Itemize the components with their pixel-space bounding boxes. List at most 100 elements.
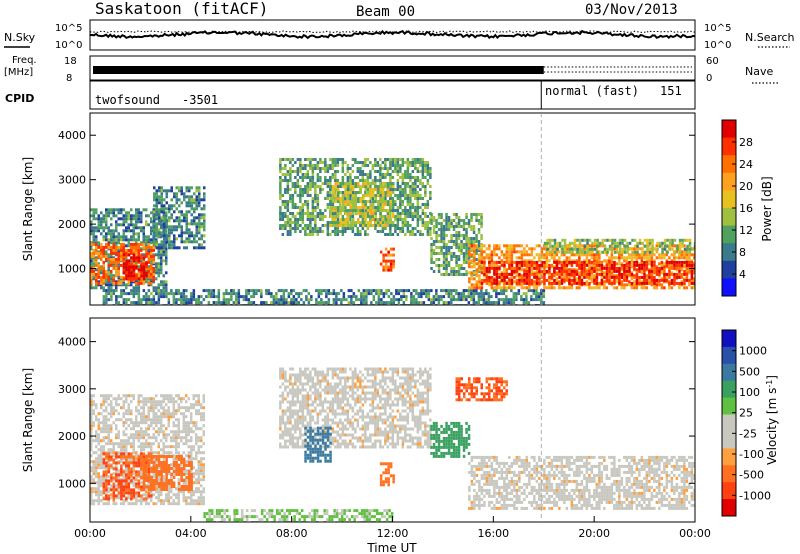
power-cell <box>90 286 93 290</box>
power-cell <box>595 260 599 264</box>
power-cell <box>661 247 664 251</box>
power-cell <box>130 229 133 233</box>
power-cell <box>424 203 427 206</box>
power-cell <box>351 230 355 233</box>
power-cell <box>180 186 183 190</box>
power-cell <box>352 292 356 296</box>
power-cell <box>404 188 407 191</box>
power-cell <box>173 195 176 199</box>
power-cell <box>618 247 622 251</box>
power-cell <box>135 241 138 245</box>
power-cell <box>628 269 631 273</box>
power-cell <box>570 269 574 273</box>
power-cell <box>537 298 541 302</box>
power-cell <box>287 292 291 296</box>
power-cell <box>147 251 150 255</box>
power-cell <box>140 271 143 275</box>
power-cell <box>153 222 156 226</box>
power-cell <box>334 218 337 222</box>
power-cell <box>470 295 473 299</box>
power-cell <box>401 161 405 164</box>
power-cell <box>518 250 521 254</box>
power-cell <box>435 219 438 222</box>
power-cell <box>279 218 282 221</box>
power-cell <box>153 195 156 199</box>
power-cell <box>294 176 297 179</box>
power-cell <box>90 265 93 269</box>
power-cell <box>520 274 524 278</box>
power-cell <box>455 292 458 296</box>
power-cell <box>462 252 466 255</box>
power-cell <box>369 185 372 188</box>
power-cell <box>357 221 360 225</box>
power-cell <box>379 170 382 173</box>
power-cell <box>197 295 201 299</box>
power-cell <box>452 289 456 293</box>
power-cell <box>374 224 377 227</box>
power-cell <box>389 206 392 210</box>
power-cell <box>402 301 406 305</box>
power-cell <box>517 292 521 296</box>
power-cell <box>503 271 506 275</box>
power-cell <box>623 286 626 290</box>
power-cell <box>175 207 178 211</box>
power-cell <box>351 158 355 161</box>
power-cell <box>306 212 310 215</box>
power-cell <box>568 272 571 276</box>
power-cell <box>309 227 312 230</box>
power-cell <box>270 301 273 305</box>
power-cell <box>319 161 322 164</box>
power-cell <box>421 170 425 173</box>
power-colorbar-swatch <box>722 225 736 244</box>
power-cell <box>107 211 110 215</box>
power-cell <box>142 208 145 212</box>
power-cell <box>467 301 471 305</box>
power-cell <box>650 283 654 287</box>
power-cell <box>457 225 461 228</box>
power-cell <box>282 292 286 296</box>
power-cell <box>457 234 461 237</box>
power-cell <box>638 269 641 273</box>
power-cell <box>384 209 387 213</box>
power-cell <box>442 225 446 228</box>
power-cell <box>122 268 126 272</box>
power-cell <box>598 260 601 264</box>
power-cell <box>367 185 370 189</box>
power-cell <box>665 277 669 281</box>
power-cell <box>321 218 325 221</box>
power-cell <box>130 245 133 249</box>
power-cell <box>389 188 392 191</box>
power-cell <box>132 238 135 242</box>
power-cell <box>643 260 646 264</box>
power-cell <box>275 295 278 299</box>
power-cell <box>394 170 397 173</box>
power-cell <box>447 249 451 252</box>
power-cell <box>117 235 120 239</box>
power-cell <box>432 295 436 299</box>
power-cell <box>97 272 100 276</box>
power-cell <box>391 233 395 236</box>
power-cell <box>207 301 211 305</box>
power-cell <box>387 253 390 257</box>
power-cell <box>193 207 196 211</box>
power-cell <box>112 275 115 279</box>
power-cell <box>107 253 110 257</box>
power-cell <box>389 164 392 167</box>
power-cell <box>416 218 420 221</box>
power-cell <box>135 286 138 290</box>
power-cell <box>284 188 287 191</box>
power-cell <box>681 244 684 248</box>
power-cell <box>470 213 473 216</box>
power-cell <box>352 209 355 213</box>
power-cell <box>630 265 634 269</box>
power-cell <box>105 232 108 236</box>
power-cell <box>445 219 448 222</box>
power-cell <box>522 292 526 296</box>
power-cell <box>326 164 330 167</box>
power-cell <box>480 298 483 302</box>
power-cell <box>291 185 295 188</box>
power-cell <box>518 272 521 276</box>
power-cell <box>411 158 415 161</box>
power-cell <box>319 209 322 212</box>
power-cell <box>658 253 661 257</box>
